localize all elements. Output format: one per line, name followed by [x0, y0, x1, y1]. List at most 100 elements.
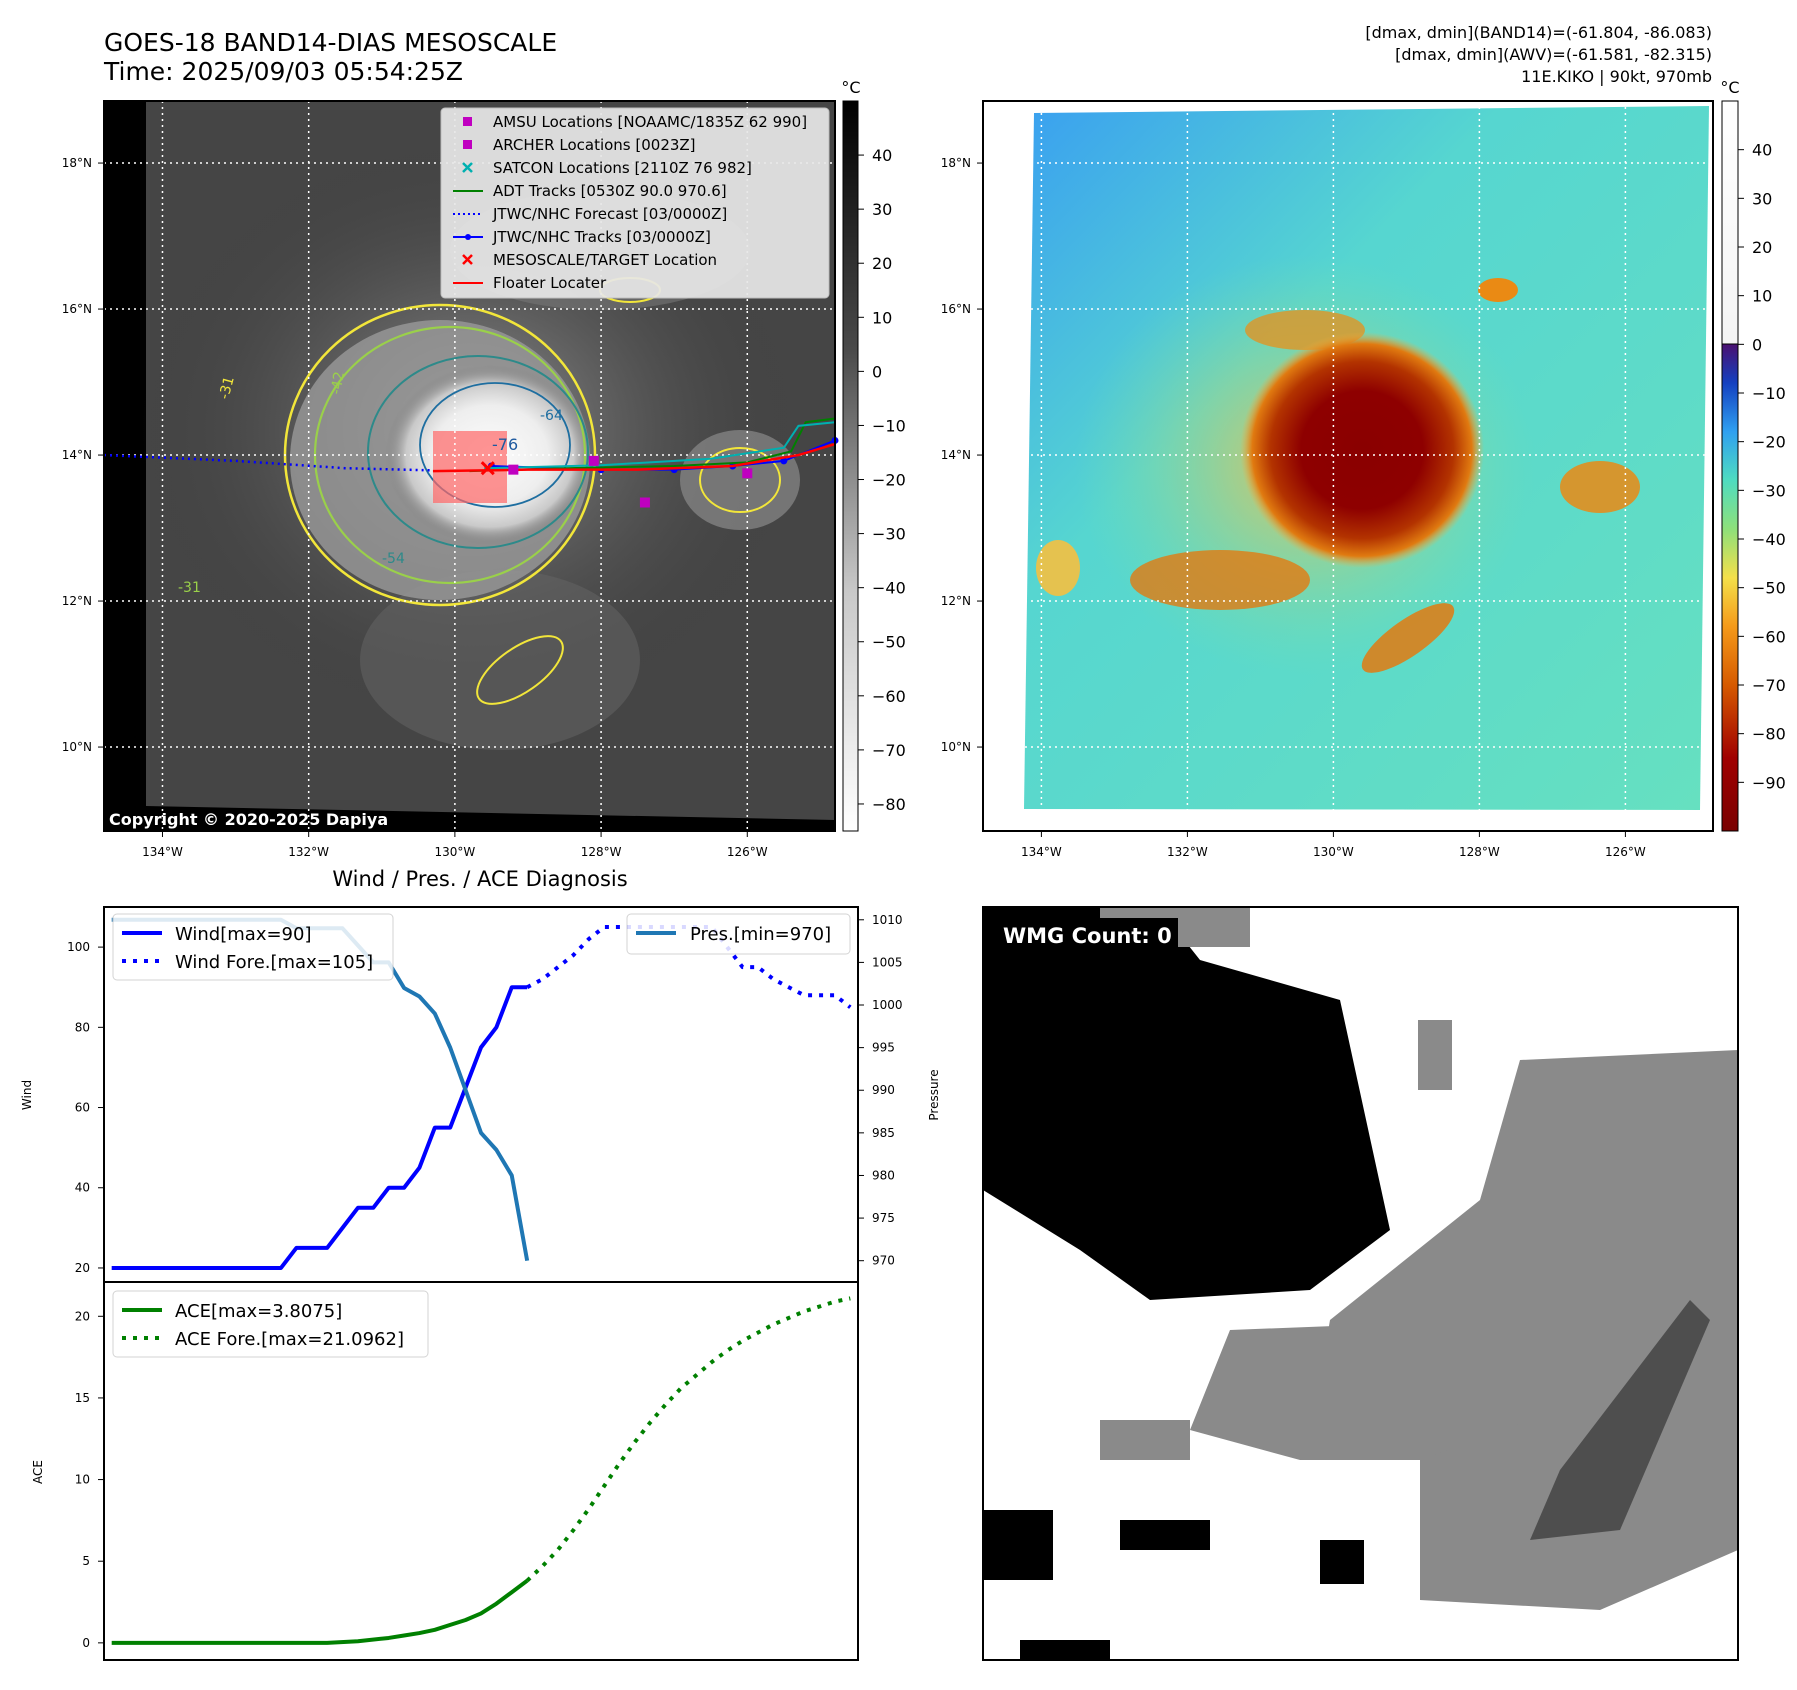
- y-right-tick-label: 980: [872, 1168, 895, 1182]
- colorbar-tick-label: −50: [1752, 579, 1786, 598]
- ir-contour-teal: [367, 355, 589, 549]
- colorbar-tick-label: −30: [1752, 481, 1786, 500]
- colorbar-tick-label: −40: [1752, 530, 1786, 549]
- y-tick-label: 0: [82, 1636, 90, 1650]
- legend-label: JTWC/NHC Tracks [03/0000Z]: [492, 228, 711, 246]
- color-band-south: [1130, 550, 1310, 610]
- lat-tick-label: 18°N: [941, 156, 971, 170]
- amsu-location: [742, 468, 753, 479]
- y-tick-label: 20: [75, 1309, 90, 1323]
- colorbar-tick-label: 30: [872, 200, 892, 219]
- series-line-wind-fore-max-: [526, 925, 852, 1009]
- series-line-ace-max-: [111, 1579, 529, 1645]
- legend-marker-x: [462, 162, 473, 173]
- ir-colorbar: °C 40 30 20 10 0 −10 −20 −30 −40 −50 −60 −70 −80: [841, 78, 906, 832]
- legend-label: ADT Tracks [0530Z 90.0 970.6]: [493, 182, 727, 200]
- legend-marker-square: [463, 140, 472, 149]
- wind-chart-frame: [103, 906, 859, 1283]
- color-colorbar: °C 40 30 20 10 0 −10 −20 −30 −40 −50 −60 −70 −80 −90: [1720, 78, 1786, 832]
- lon-tick-label: 126°W: [1605, 845, 1646, 859]
- colorbar-tick-label: 10: [872, 308, 892, 327]
- forecast-track: [103, 453, 433, 472]
- wmg-count-badge: [993, 918, 1178, 952]
- y-right-tick-label: 970: [872, 1254, 895, 1268]
- series-line-wind-max-: [111, 985, 528, 1270]
- lat-tick-label: 12°N: [941, 594, 971, 608]
- pressure-legend: Pres.[min=970]: [626, 913, 851, 955]
- y-tick-label: 15: [75, 1391, 90, 1405]
- contour-label-3: -54: [382, 551, 405, 567]
- amsu-location: [588, 455, 599, 466]
- y-right-tick-label: 975: [872, 1211, 895, 1225]
- wind-legend-label: Wind[max=90]: [175, 924, 312, 945]
- lat-tick-label: 18°N: [62, 156, 92, 170]
- ir-colorbar-bar: [842, 100, 859, 832]
- lat-tick-label: 10°N: [941, 740, 971, 754]
- colorbar-tick-label: −30: [872, 525, 906, 544]
- ace-legend-box: [112, 1290, 429, 1358]
- y-right-tick-label: 990: [872, 1083, 895, 1097]
- legend-label: AMSU Locations [NOAAMC/1835Z 62 990]: [493, 113, 807, 131]
- y-tick-label: 5: [82, 1554, 90, 1568]
- colorbar-tick-label: 0: [872, 362, 882, 381]
- y-tick-label: 10: [75, 1473, 90, 1487]
- wmg-grid-cells: [983, 907, 1738, 1660]
- colorbar-tick-label: −40: [872, 579, 906, 598]
- lon-tick-label: 130°W: [434, 845, 475, 859]
- wmg-black-cell-1: [983, 1510, 1053, 1580]
- y-right-tick-label: 995: [872, 1041, 895, 1055]
- lat-tick-label: 12°N: [62, 594, 92, 608]
- legend-marker-x: [462, 254, 473, 265]
- wmg-border: [982, 906, 1739, 1661]
- lon-tick-label: 132°W: [288, 845, 329, 859]
- colorbar-tick-label: −70: [1752, 676, 1786, 695]
- legend-marker-dot: [465, 234, 471, 240]
- wind-ylabel: Wind: [20, 1080, 34, 1110]
- map-legend-box: [440, 107, 830, 299]
- figure-title: GOES-18 BAND14-DIAS MESOSCALE: [104, 28, 557, 57]
- stats-band14: [dmax, dmin](BAND14)=(-61.804, -86.083): [1365, 23, 1712, 42]
- wind-pressure-chart: 20 40 60 80 100 970 975 980 985 990 995 1000 1005 101…: [20, 906, 941, 1283]
- ir-contour-south: [476, 635, 564, 705]
- colorbar-tick-label: 40: [1752, 141, 1772, 160]
- satcon-track: [484, 421, 836, 470]
- ir-cloud-east: [680, 430, 800, 530]
- y-tick-label: 40: [75, 1181, 90, 1195]
- ace-ylabel: ACE: [31, 1460, 45, 1484]
- color-colorbar-unit: °C: [1720, 78, 1739, 97]
- wmg-dark-band: [1530, 1300, 1710, 1540]
- ace-legend: ACE[max=3.8075] ACE Fore.[max=21.0962]: [112, 1290, 429, 1358]
- wind-legend-box: [112, 913, 394, 981]
- lat-tick-label: 14°N: [62, 448, 92, 462]
- colorbar-tick-label: 20: [1752, 238, 1772, 257]
- color-map-border: [982, 100, 1714, 832]
- colorbar-tick-label: −60: [872, 687, 906, 706]
- color-colorbar-cold: [1721, 343, 1739, 832]
- y-tick-label: 20: [75, 1261, 90, 1275]
- y-tick-label: 60: [75, 1101, 90, 1115]
- wmg-black-cell-3: [1120, 1520, 1210, 1550]
- colorbar-tick-label: −90: [1752, 773, 1786, 792]
- y-right-tick-label: 1005: [872, 955, 903, 969]
- wmg-panel: WMG Count: 0: [982, 906, 1739, 1661]
- color-band-southeast: [1361, 603, 1455, 673]
- map-legend: AMSU Locations [NOAAMC/1835Z 62 990] ARCH…: [440, 107, 830, 299]
- wmg-gray-cell-2: [1100, 1420, 1190, 1460]
- colorbar-tick-label: −50: [872, 633, 906, 652]
- y-tick-label: 100: [67, 940, 90, 954]
- lon-tick-label: 134°W: [1021, 845, 1062, 859]
- legend-label: ARCHER Locations [0023Z]: [493, 136, 696, 154]
- figure-time: Time: 2025/09/03 05:54:25Z: [103, 57, 463, 86]
- target-location-marker: [480, 461, 495, 476]
- y-right-tick-label: 1000: [872, 998, 903, 1012]
- color-imagery: [1024, 106, 1709, 810]
- wind-legend: Wind[max=90] Wind Fore.[max=105]: [112, 913, 394, 981]
- colorbar-tick-label: −20: [872, 471, 906, 490]
- stats-awv: [dmax, dmin](AWV)=(-61.581, -82.315): [1395, 45, 1712, 64]
- y-right-tick-label: 1010: [872, 913, 903, 927]
- pressure-ylabel: Pressure: [927, 1069, 941, 1120]
- legend-label: JTWC/NHC Forecast [03/0000Z]: [492, 205, 727, 223]
- colorbar-tick-label: 10: [1752, 287, 1772, 306]
- colorbar-tick-label: −20: [1752, 433, 1786, 452]
